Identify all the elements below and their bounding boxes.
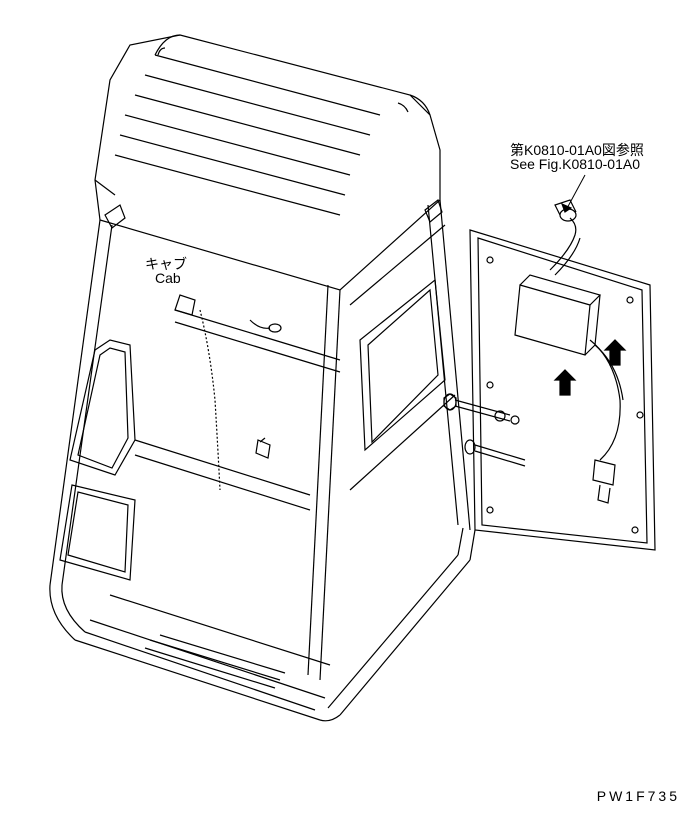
reference-label-english: See Fig.K0810-01A0	[510, 156, 640, 172]
cab-frame-drawing	[0, 0, 695, 824]
diagram-id: PW1F735	[597, 788, 680, 804]
cab-label-english: Cab	[155, 270, 181, 286]
diagram-container: キャブ Cab 第K0810-01A0図参照 See Fig.K0810-01A…	[0, 0, 695, 824]
